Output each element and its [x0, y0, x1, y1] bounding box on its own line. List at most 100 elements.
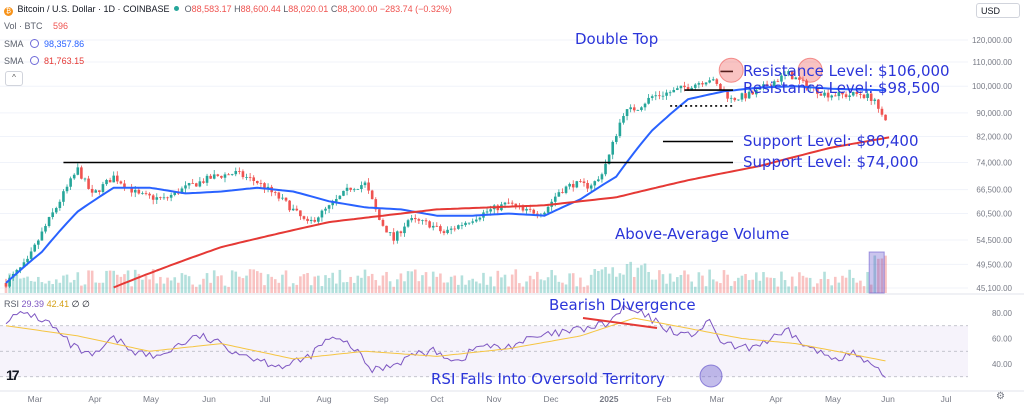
volume-bar [388, 281, 392, 293]
candle-body [589, 185, 593, 189]
volume-legend-row[interactable]: Vol · BTC 596 [4, 21, 68, 32]
candle-body [360, 185, 363, 189]
volume-bar [144, 275, 148, 293]
volume-bar [647, 272, 650, 293]
candle-body [647, 97, 650, 104]
candle-body [819, 93, 823, 96]
candle-body [216, 174, 220, 176]
volume-bar [751, 279, 755, 293]
rsi-ma-value: 42.41 [46, 299, 70, 309]
tradingview-logo[interactable]: 17 [6, 367, 20, 383]
candle-body [744, 93, 747, 99]
volume-bar [137, 273, 141, 293]
volume-bar [392, 286, 396, 293]
price-axis-label: 120,000.00 [972, 36, 1013, 45]
candle-body [622, 115, 625, 123]
symbol-row[interactable]: ₿ Bitcoin / U.S. Dollar · 1D · COINBASE … [4, 4, 452, 16]
volume-bar [374, 280, 378, 293]
volume-bar [525, 281, 528, 293]
volume-bar [115, 274, 119, 293]
collapse-legend-button[interactable]: ^ [5, 71, 23, 86]
candle-body [69, 178, 72, 187]
double-top-marker [718, 57, 744, 83]
candle-body [123, 183, 126, 188]
candle-body [133, 189, 137, 193]
volume-bar [205, 273, 209, 293]
time-axis-label: Feb [657, 394, 672, 404]
volume-bar [740, 275, 744, 293]
volume-bar [474, 281, 478, 293]
volume-bar [184, 274, 187, 293]
volume-bar [51, 284, 54, 293]
candle-body [851, 91, 855, 96]
candle-body [446, 229, 449, 234]
volume-bar [589, 274, 593, 293]
volume-bar [151, 269, 155, 293]
price-axis-label: 90,000.00 [976, 109, 1012, 118]
candle-body [248, 177, 252, 178]
candle-body [611, 141, 615, 155]
volume-bar [550, 269, 553, 293]
candle-body [464, 222, 467, 226]
candle-body [690, 87, 693, 90]
sma2-settings-icon[interactable] [29, 56, 39, 65]
rsi-label: RSI [4, 299, 20, 309]
sma1-legend-row[interactable]: SMA 98,357.86 [4, 39, 84, 50]
candle-body [679, 85, 683, 89]
candle-body [159, 197, 162, 199]
candle-body [474, 219, 478, 222]
volume-bar [676, 277, 679, 293]
volume-bar [690, 281, 693, 293]
candle-body [19, 267, 22, 270]
volume-bar [238, 276, 241, 293]
settings-gear-icon[interactable]: ⚙ [996, 391, 1005, 402]
volume-bar [679, 274, 683, 293]
candle-body [115, 175, 119, 182]
candle-body [367, 182, 370, 191]
annotation-double-top: Double Top [575, 30, 658, 48]
candle-body [220, 175, 223, 178]
volume-bar [367, 276, 370, 293]
sma2-value: 81,763.15 [44, 56, 85, 66]
sma2-legend-row[interactable]: SMA 81,763.15 [4, 56, 84, 67]
volume-bar [658, 270, 661, 293]
candle-body [155, 197, 159, 200]
candle-body [737, 99, 740, 101]
volume-bar [683, 270, 686, 293]
volume-bar [259, 272, 263, 293]
volume-bar [848, 269, 851, 293]
candle-body [80, 167, 83, 179]
volume-bar [521, 286, 525, 293]
candle-body [693, 84, 697, 88]
candle-body [37, 240, 40, 245]
volume-bar [385, 271, 388, 293]
volume-bar [729, 285, 733, 293]
candle-body [306, 218, 309, 222]
volume-bar [536, 271, 539, 293]
volume-bar [794, 286, 798, 293]
candle-body [428, 221, 431, 228]
volume-bar [306, 273, 309, 293]
candle-body [521, 206, 525, 211]
volume-bar [636, 267, 640, 293]
currency-selector[interactable]: USD [976, 3, 1020, 18]
rsi-legend-row[interactable]: RSI 29.39 42.41 ∅ ∅ [4, 299, 90, 310]
volume-bar [665, 283, 668, 293]
sma1-settings-icon[interactable] [29, 39, 39, 48]
volume-bar [719, 283, 722, 293]
volume-bar [880, 258, 884, 293]
volume-bar [270, 276, 273, 293]
volume-bar [44, 283, 47, 293]
volume-bar [780, 271, 783, 293]
volume-bar [173, 277, 177, 293]
volume-bar [812, 286, 816, 293]
volume-bar [317, 275, 320, 293]
double-top-marker [797, 57, 823, 83]
volume-bar [464, 284, 467, 293]
candle-body [162, 197, 166, 199]
candle-body [884, 114, 887, 121]
candle-body [733, 97, 737, 101]
volume-bar [877, 258, 880, 293]
volume-bar [772, 278, 776, 293]
